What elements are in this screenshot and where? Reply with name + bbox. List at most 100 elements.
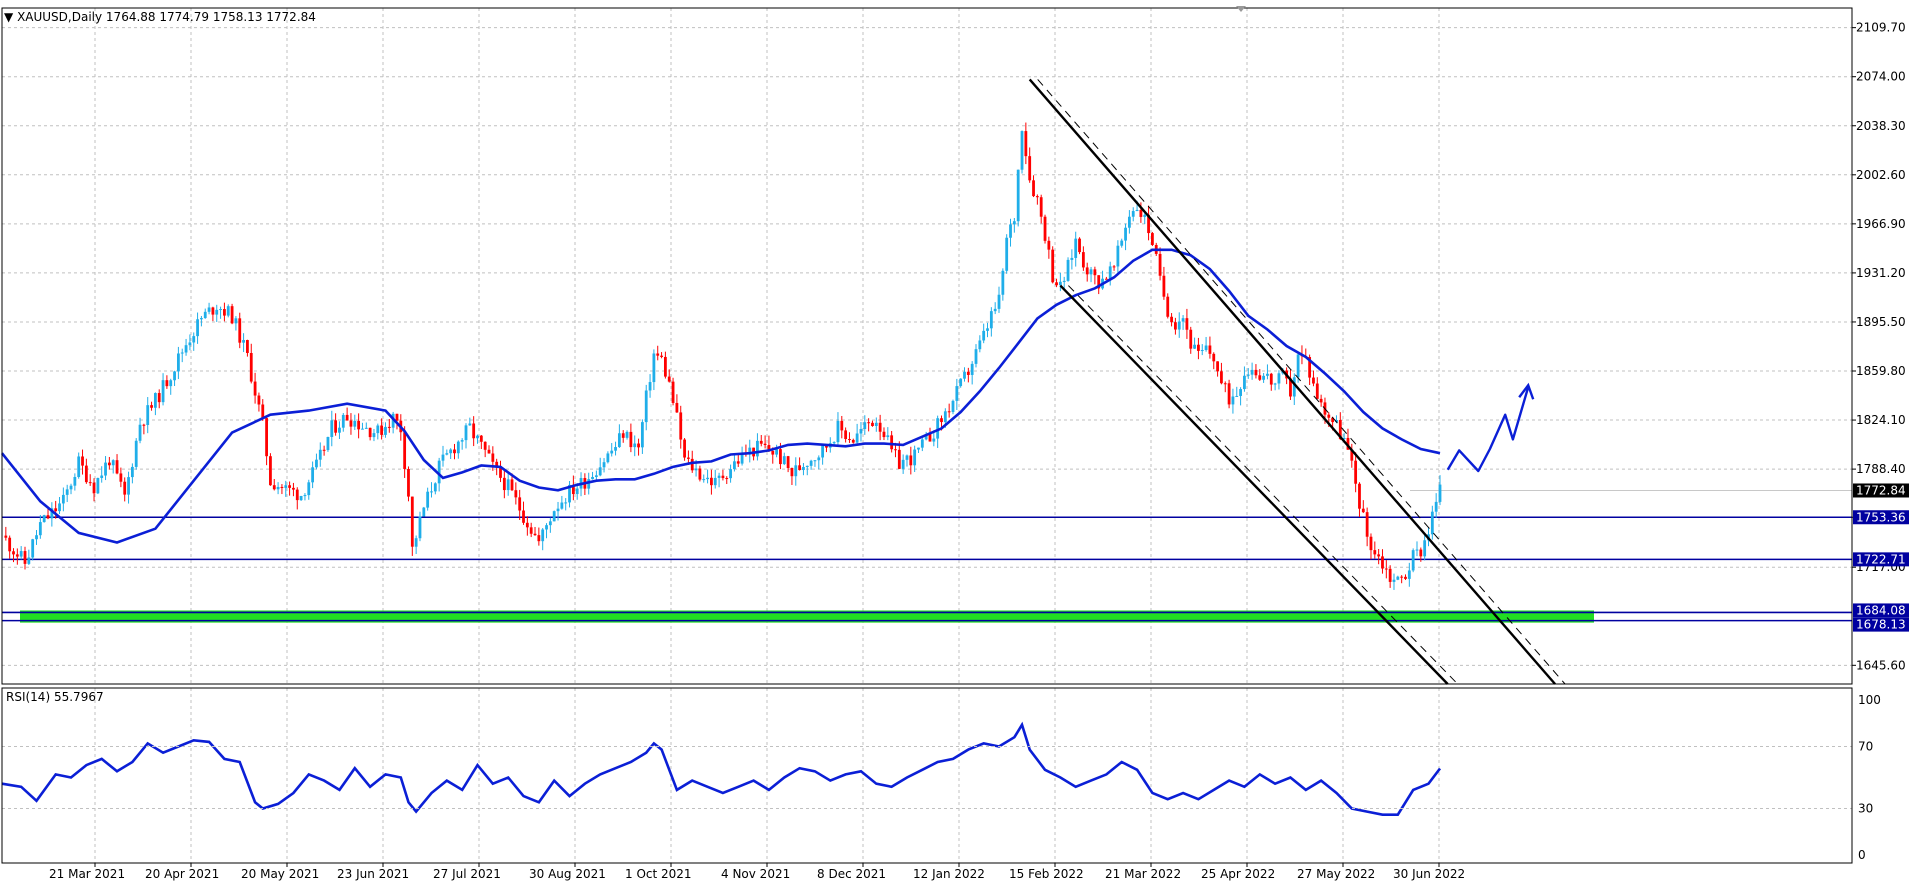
candle-body — [1143, 214, 1147, 217]
candle-body — [663, 356, 667, 377]
candle-body — [909, 455, 913, 466]
candle-body — [1170, 316, 1173, 323]
candle-body — [671, 381, 675, 403]
high-value: 1774.79 — [159, 10, 209, 24]
candle-body — [380, 425, 384, 435]
candle-body — [621, 433, 625, 438]
candle-body — [702, 479, 706, 481]
candle-body — [372, 433, 376, 438]
candle-body — [817, 457, 821, 461]
candle-body — [940, 418, 943, 423]
candle-body — [418, 516, 422, 539]
candle-body — [794, 465, 798, 477]
y-tick-label: 2002.60 — [1856, 168, 1906, 182]
candle-body — [1361, 508, 1365, 513]
candle-body — [1358, 483, 1361, 509]
candle-body — [1407, 570, 1411, 579]
candle-body — [740, 452, 744, 464]
candle-body — [598, 467, 602, 476]
candle-body — [456, 441, 460, 454]
candle-body — [338, 427, 341, 433]
candle-body — [4, 535, 8, 538]
candle-body — [690, 458, 694, 471]
candle-body — [821, 445, 825, 458]
y-tick-label: 1859.80 — [1856, 364, 1906, 378]
candle-body — [648, 382, 652, 391]
candle-body — [1338, 420, 1342, 440]
candle-body — [207, 307, 211, 312]
x-tick-label: 4 Nov 2021 — [721, 867, 790, 881]
candle-body — [625, 431, 629, 438]
candle-body — [58, 503, 61, 512]
candle-body — [1377, 554, 1381, 557]
rsi-tick-label: 30 — [1858, 802, 1873, 816]
candle-body — [729, 469, 732, 479]
candle-body — [230, 306, 234, 324]
candle-body — [1116, 245, 1120, 267]
candle-body — [445, 453, 449, 455]
candle-body — [449, 449, 453, 454]
price-tag-box — [1853, 510, 1909, 525]
candle-body — [433, 483, 437, 492]
candle-body — [203, 311, 207, 319]
dropdown-triangle-icon[interactable]: ▼ — [4, 10, 14, 24]
candle-body — [633, 443, 637, 448]
candle-body — [12, 551, 15, 555]
candle-body — [100, 475, 104, 478]
candle-body — [299, 495, 303, 501]
candle-body — [292, 487, 295, 490]
candle-body — [345, 414, 349, 421]
rsi-tick-label: 70 — [1858, 740, 1873, 754]
candle-body — [963, 371, 966, 379]
candle-body — [1430, 511, 1434, 535]
candle-body — [311, 467, 315, 483]
candle-body — [1415, 549, 1419, 551]
candle-body — [878, 422, 882, 432]
candle-body — [326, 436, 330, 451]
candle-body — [1009, 224, 1012, 238]
candle-body — [1197, 344, 1200, 351]
candle-body — [1243, 375, 1246, 390]
candle-body — [50, 508, 54, 519]
x-tick-label: 15 Feb 2022 — [1009, 867, 1084, 881]
candle-body — [315, 459, 318, 468]
candle-body — [1005, 237, 1009, 271]
candle-body — [798, 465, 802, 471]
candle-body — [1024, 131, 1028, 157]
candle-body — [1066, 259, 1070, 281]
candle-body — [683, 439, 686, 458]
candle-body — [499, 466, 502, 478]
candle-body — [656, 353, 660, 356]
candle-body — [832, 442, 836, 444]
candle-body — [966, 371, 970, 375]
candle-body — [211, 307, 215, 315]
candle-body — [1262, 375, 1266, 380]
candle-body — [1419, 549, 1423, 557]
candle-body — [629, 431, 633, 448]
candle-body — [269, 456, 272, 486]
channel-lower-line — [1059, 284, 1449, 685]
candle-body — [261, 404, 265, 419]
candle-body — [1112, 266, 1116, 268]
candle-body — [483, 441, 487, 450]
candle-body — [1078, 238, 1081, 253]
candle-body — [974, 349, 978, 364]
candle-body — [15, 554, 19, 557]
candle-body — [234, 318, 238, 324]
candle-body — [675, 402, 679, 413]
candle-body — [610, 450, 614, 454]
candle-body — [188, 342, 192, 346]
candle-body — [422, 507, 426, 517]
price-tag-label: 1772.84 — [1856, 483, 1906, 497]
candle-body — [200, 318, 203, 320]
candle-body — [913, 449, 917, 466]
price-tag-label: 1753.36 — [1856, 510, 1906, 524]
candle-body — [1235, 395, 1239, 397]
candle-body — [1147, 214, 1150, 234]
candle-body — [42, 515, 46, 523]
y-tick-label: 2038.30 — [1856, 119, 1906, 133]
candle-body — [951, 400, 955, 413]
candle-body — [54, 508, 58, 512]
